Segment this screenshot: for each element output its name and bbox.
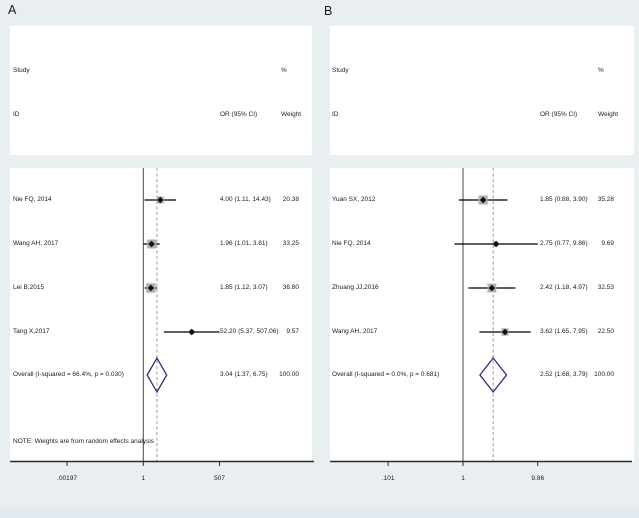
point-marker [147, 284, 155, 292]
axis-tick-label: 507 [214, 475, 225, 482]
weight-value: 9.57 [286, 328, 299, 335]
or-ci-value: 2.75 (0.77, 9.86) [540, 240, 588, 247]
axis-tick-label: 1 [141, 475, 146, 482]
or-ci-value: 1.85 (1.12, 3.07) [220, 284, 268, 291]
point-marker [479, 196, 487, 204]
point-marker [488, 284, 496, 292]
panel-plot-box [330, 168, 634, 462]
or-ci-value: 2.52 (1.68, 3.79) [540, 371, 588, 378]
weight-value: 20.38 [282, 196, 299, 203]
or-ci-value: 52.20 (5.37, 507.06) [220, 328, 279, 335]
or-ci-value: 1.96 (1.01, 3.81) [220, 240, 268, 247]
weight-value: 32.53 [597, 284, 614, 291]
point-marker [157, 196, 164, 204]
bottom-margin-band [0, 508, 639, 518]
column-header-percent: % [598, 67, 604, 74]
weight-value: 22.50 [597, 328, 614, 335]
study-label: Nie FQ, 2014 [332, 240, 371, 247]
axis-tick-label: 1 [461, 475, 465, 482]
study-label: Wang AH, 2017 [13, 240, 59, 247]
weight-value: 33.25 [282, 240, 299, 247]
column-header-study: Study [332, 67, 349, 74]
axis-tick-label: .00197 [57, 475, 77, 482]
overall-label: Overall (I-squared = 66.4%, p = 0.030) [13, 371, 124, 378]
study-label: Nie FQ, 2014 [13, 196, 52, 203]
study-label: Tang X,2017 [13, 328, 50, 335]
weight-value: 35.28 [597, 196, 614, 203]
weight-value: 9.69 [601, 240, 614, 247]
column-header-or-ci: OR (95% CI) [220, 111, 258, 118]
or-ci-value: 2.42 (1.18, 4.97) [540, 284, 588, 291]
panel-plot-box [10, 168, 312, 462]
column-header-weight: Weight [281, 111, 302, 118]
axis-tick-label: .101 [381, 475, 395, 482]
column-header-percent: % [281, 67, 287, 74]
column-header-weight: Weight [598, 111, 619, 118]
overall-label: Overall (I-squared = 0.0%, p = 0.681) [332, 371, 440, 378]
panel-header-box [10, 26, 312, 155]
axis-tick-label: 9.86 [531, 475, 545, 482]
or-ci-value: 3.04 (1.37, 6.75) [220, 371, 268, 378]
column-header-id: ID [13, 111, 20, 118]
point-marker [492, 240, 500, 248]
study-label: Wang AH, 2017 [332, 328, 378, 335]
point-marker [501, 328, 509, 336]
column-header-id: ID [332, 111, 339, 118]
point-marker [148, 240, 155, 248]
note-text: NOTE: Weights are from random effects an… [13, 438, 155, 445]
column-header-or-ci: OR (95% CI) [540, 111, 578, 118]
study-label: Zhuang JJ,2016 [332, 284, 379, 291]
weight-value: 100.00 [279, 371, 299, 378]
overall-diamond [146, 356, 168, 394]
point-marker [188, 328, 195, 336]
or-ci-value: 3.62 (1.65, 7.95) [540, 328, 588, 335]
study-label: Yuan SX, 2012 [332, 196, 376, 203]
column-header-study: Study [13, 67, 30, 74]
study-label: Lei B,2015 [13, 284, 45, 291]
overall-diamond [479, 356, 508, 394]
weight-value: 36.80 [282, 284, 299, 291]
panel-label: A [8, 3, 17, 17]
panel-header-box [330, 26, 634, 155]
or-ci-value: 1.85 (0.88, 3.90) [540, 196, 588, 203]
panel-label: B [324, 4, 333, 18]
or-ci-value: 4.00 (1.11, 14.43) [220, 196, 271, 203]
weight-value: 100.00 [594, 371, 614, 378]
